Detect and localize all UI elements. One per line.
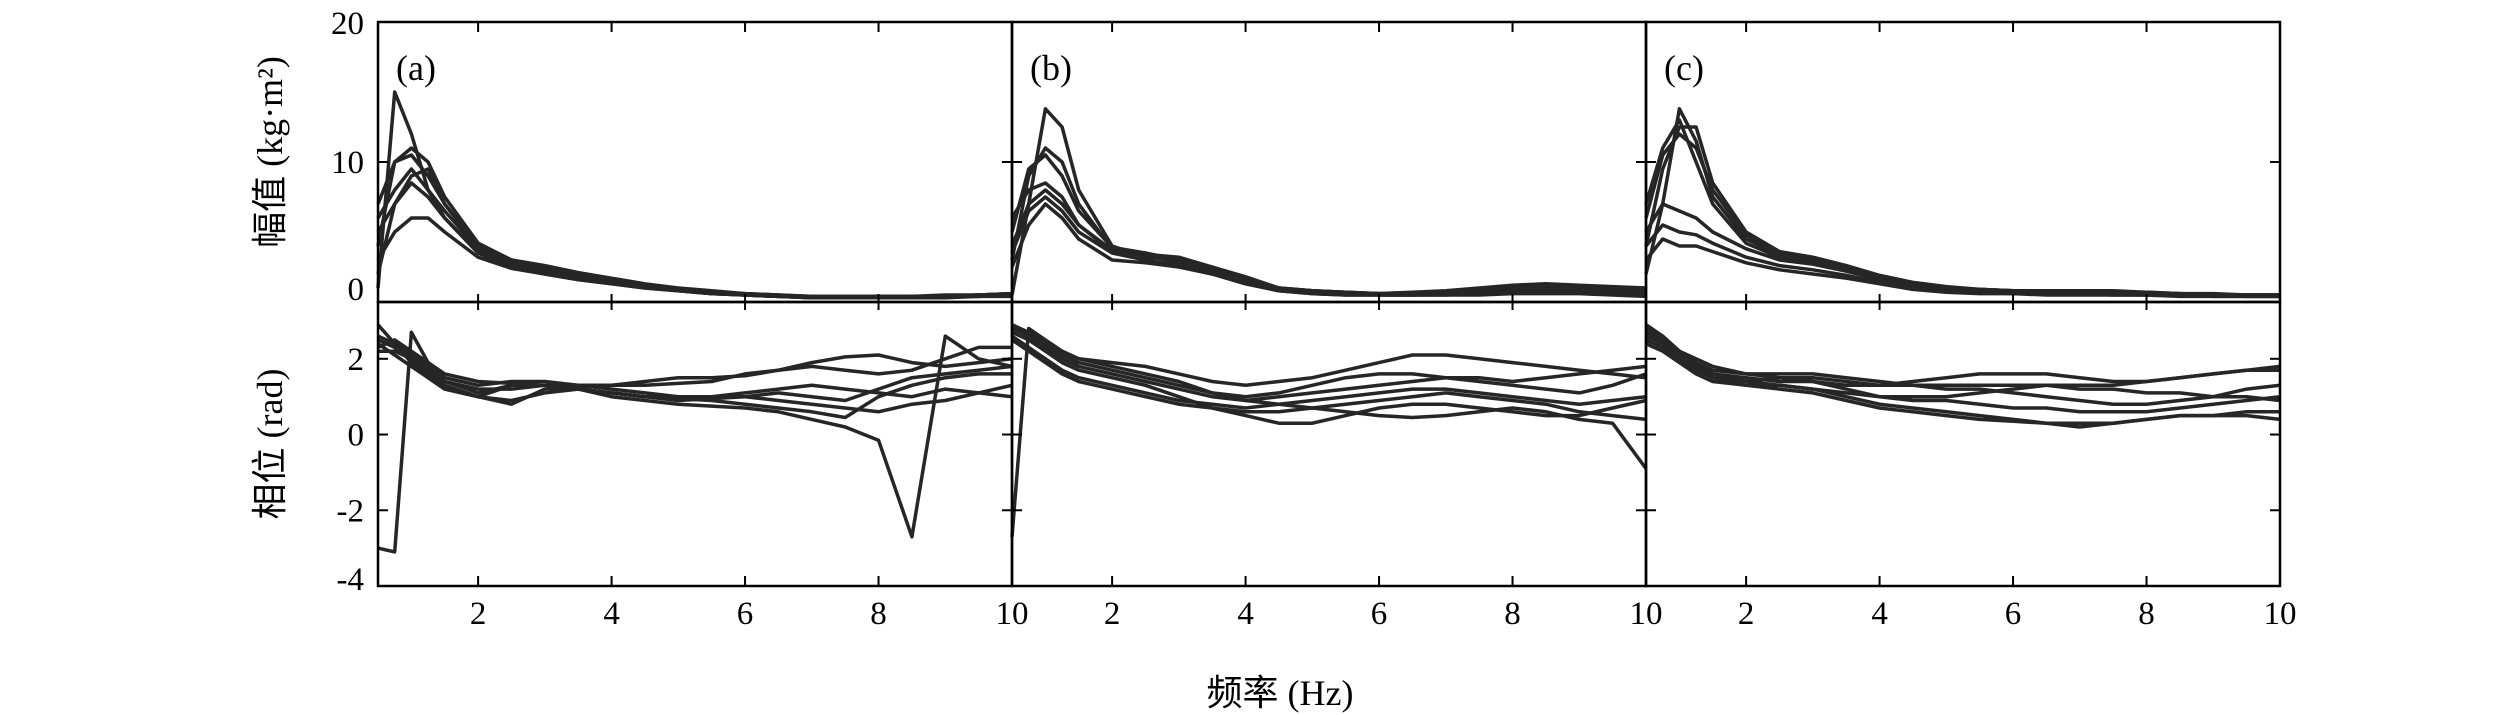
xtick-label: 6 [1371,596,1388,632]
phase-line-a-4 [378,345,1012,391]
amplitude-line-a-3 [376,146,1013,300]
amplitude-line-c-6 [1644,237,2280,299]
xtick-label: 4 [603,596,620,632]
phase-line-c-4 [1645,327,2281,406]
xtick-label: 10 [996,596,1029,632]
amplitude-line-c-2 [1644,125,2280,297]
amplitude-line-b-3 [1010,153,1647,296]
amplitude-line-c-4 [1644,202,2280,299]
panel-label-a: (a) [396,48,436,88]
amplitude-line-c-1 [1644,107,2280,297]
phase-line-b-6 [1011,338,1647,422]
panel-label-c: (c) [1664,48,1704,88]
phase-line-a-5 [377,342,1013,403]
amplitude-line-a-6 [376,216,1012,300]
amplitude-line-c-7 [1644,118,2280,297]
amplitude-ytick-label: 10 [331,145,364,181]
phase-line-b-2 [1011,323,1647,403]
xtick-label: 6 [2005,596,2022,632]
amplitude-line-a-2 [376,153,1013,299]
amplitude-line-b-6 [1010,202,1647,297]
phase-line-a-2 [376,323,1013,539]
amplitude-ytick-label: 20 [331,6,364,42]
amplitude-frame-a [376,20,1014,304]
amplitude-line-b-1 [1010,107,1647,297]
phase-frame-c [1644,300,2282,588]
plot-area: (a) 0 10 20 -4 -2 0 2 2 4 6 8 10 (b) 2 4 6 8 10 (c) 2 4 6 8 10 [331,6,2297,632]
phase-line-a-7 [377,338,1013,414]
phase-line-b-3 [1011,330,1647,425]
xtick-label: 8 [1504,596,1521,632]
amplitude-frame-b [1010,20,1648,304]
phase-line-b-7 [1011,323,1647,399]
amplitude-line-b-7 [1010,181,1647,296]
phase-line-c-6 [1645,342,2281,429]
x-axis-label: 频率 (Hz) [1207,673,1354,713]
xtick-label: 2 [470,596,487,632]
y-axis-label-amplitude: 幅值 (kg·m²) [250,56,290,248]
xtick-label: 10 [2264,596,2297,632]
xtick-label: 8 [2138,596,2155,632]
phase-line-c-7 [1645,330,2281,414]
phase-line-a-1 [377,330,1012,554]
phase-line-a-6 [377,334,1013,399]
amplitude-ytick-label: 0 [348,272,365,308]
amplitude-line-a-1 [376,90,1013,300]
phase-ytick-label: 2 [348,342,365,378]
amplitude-line-b-2 [1010,146,1647,296]
xtick-label: 8 [870,596,887,632]
panel-label-b: (b) [1030,48,1072,88]
xtick-label: 4 [1871,596,1888,632]
phase-ytick-label: -2 [337,493,365,529]
phase-ytick-label: 0 [348,418,365,454]
xtick-label: 10 [1630,596,1663,632]
phase-line-b-4 [1011,326,1647,388]
xtick-label: 6 [737,596,754,632]
xtick-label: 4 [1237,596,1254,632]
xtick-label: 2 [1738,596,1755,632]
phase-line-b-1 [1010,326,1648,537]
phase-ytick-label: -4 [337,562,365,598]
phase-line-a-3 [377,338,1013,406]
xtick-label: 2 [1104,596,1121,632]
y-axis-label-phase: 相位 (rad) [250,369,290,520]
amplitude-line-a-7 [376,167,1013,299]
phase-line-b-5 [1011,334,1647,410]
phase-line-c-5 [1645,334,2280,388]
amplitude-line-c-3 [1644,132,2280,297]
phase-frame-b [1010,300,1648,588]
phase-frame-a [376,300,1014,588]
